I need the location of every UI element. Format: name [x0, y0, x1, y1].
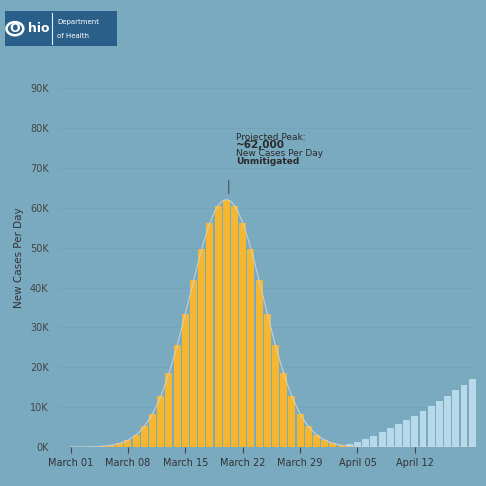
Bar: [239, 223, 246, 447]
Bar: [379, 432, 385, 447]
Bar: [215, 206, 222, 447]
Bar: [264, 313, 271, 447]
Text: O: O: [10, 22, 20, 35]
Text: New Cases Per Day: New Cases Per Day: [236, 149, 323, 158]
Bar: [461, 385, 468, 447]
Bar: [256, 280, 262, 447]
Text: Projected Peak:: Projected Peak:: [236, 133, 306, 142]
Bar: [346, 446, 353, 447]
Bar: [411, 416, 418, 447]
Text: hio: hio: [28, 22, 50, 35]
Bar: [444, 396, 451, 447]
Bar: [428, 406, 434, 447]
Text: Unmitigated: Unmitigated: [236, 157, 299, 166]
Bar: [141, 426, 148, 447]
Y-axis label: New Cases Per Day: New Cases Per Day: [14, 207, 24, 308]
Bar: [124, 440, 131, 447]
Bar: [190, 280, 197, 447]
Bar: [362, 439, 369, 447]
Bar: [346, 444, 353, 447]
Bar: [330, 443, 336, 447]
Bar: [100, 446, 107, 447]
Bar: [133, 434, 139, 447]
Bar: [231, 206, 238, 447]
Bar: [419, 411, 427, 447]
Bar: [280, 373, 287, 447]
Bar: [165, 373, 173, 447]
Bar: [338, 446, 345, 447]
Bar: [116, 443, 123, 447]
Bar: [207, 223, 213, 447]
Bar: [182, 313, 189, 447]
Bar: [403, 420, 410, 447]
Text: of Health: of Health: [57, 33, 89, 39]
Bar: [305, 426, 312, 447]
Bar: [321, 440, 328, 447]
Bar: [313, 434, 320, 447]
Bar: [288, 396, 295, 447]
Bar: [436, 401, 443, 447]
Text: Department: Department: [57, 18, 100, 25]
Bar: [469, 379, 476, 447]
Bar: [272, 346, 279, 447]
Bar: [247, 249, 254, 447]
Bar: [395, 424, 402, 447]
Bar: [108, 445, 115, 447]
Text: ~62,000: ~62,000: [236, 140, 285, 150]
Bar: [338, 445, 345, 447]
Bar: [296, 414, 304, 447]
Bar: [174, 346, 181, 447]
Bar: [149, 414, 156, 447]
Bar: [370, 435, 377, 447]
Bar: [354, 442, 361, 447]
Bar: [198, 249, 205, 447]
Bar: [223, 200, 230, 447]
Bar: [157, 396, 164, 447]
Bar: [452, 390, 459, 447]
Bar: [387, 428, 394, 447]
